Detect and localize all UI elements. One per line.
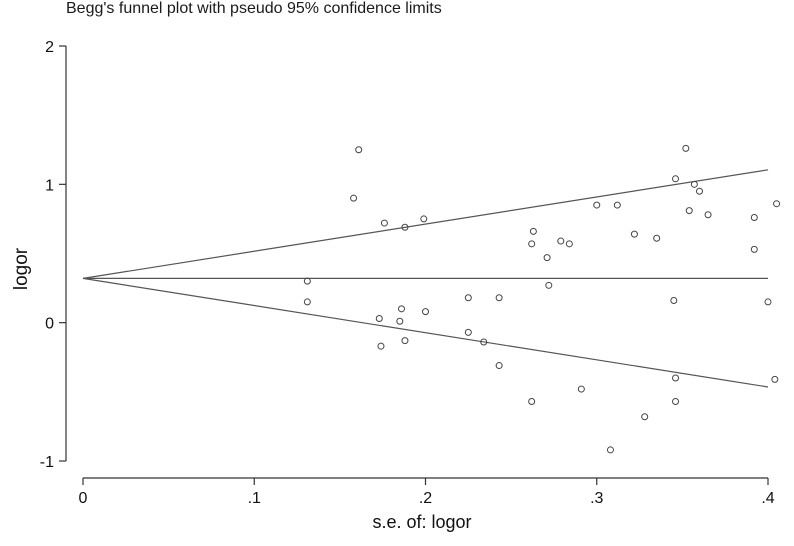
data-point [480, 338, 488, 346]
data-point [764, 298, 772, 306]
data-point [771, 375, 779, 383]
data-point [495, 362, 503, 370]
data-point [543, 254, 551, 262]
y-tick-label: 0 [45, 316, 54, 333]
data-point [685, 207, 693, 215]
data-point [380, 219, 388, 227]
data-point [593, 201, 601, 209]
data-point [528, 240, 536, 248]
data-point [682, 144, 690, 152]
data-point [401, 223, 409, 231]
data-point [420, 215, 428, 223]
data-point [303, 277, 311, 285]
data-point [565, 240, 573, 248]
data-point [630, 230, 638, 238]
data-point [375, 315, 383, 323]
data-point [401, 337, 409, 345]
data-point [606, 446, 614, 454]
data-points [303, 144, 781, 454]
data-point [704, 211, 712, 219]
data-point [545, 281, 553, 289]
data-point [529, 227, 537, 235]
data-point [773, 200, 781, 208]
x-axis-label: s.e. of: logor [372, 512, 472, 532]
data-point [303, 298, 311, 306]
data-point [495, 294, 503, 302]
data-point [377, 342, 385, 350]
data-point [464, 294, 472, 302]
data-point [528, 398, 536, 406]
data-point [577, 385, 585, 393]
x-tick-label: .1 [248, 490, 261, 507]
data-point [464, 328, 472, 336]
data-point [750, 245, 758, 253]
data-point [396, 317, 404, 325]
data-point [557, 237, 565, 245]
funnel-lines [82, 169, 769, 388]
data-point [641, 413, 649, 421]
data-point [750, 214, 758, 222]
data-point [672, 175, 680, 183]
data-point [672, 398, 680, 406]
chart-title: Begg's funnel plot with pseudo 95% confi… [66, 0, 442, 17]
data-point [653, 234, 661, 242]
data-point [355, 146, 363, 154]
data-point [422, 308, 429, 316]
data-point [613, 201, 621, 209]
data-point [670, 297, 678, 305]
data-point [398, 305, 406, 313]
x-tick-label: .3 [590, 490, 603, 507]
data-point [690, 180, 698, 188]
data-point [350, 194, 358, 202]
axes: -1 0 1 2 0 .1 .2 .3 .4 [40, 39, 775, 507]
y-tick-label: 1 [45, 177, 54, 194]
x-tick-label: .2 [419, 490, 432, 507]
upper-confidence-limit [82, 169, 769, 279]
data-point [696, 187, 703, 195]
y-tick-label: 2 [45, 39, 54, 56]
x-tick-label: 0 [79, 490, 88, 507]
x-tick-label: .4 [761, 490, 774, 507]
y-tick-label: -1 [40, 454, 54, 471]
lower-confidence-limit [82, 277, 769, 388]
data-point [672, 374, 680, 382]
